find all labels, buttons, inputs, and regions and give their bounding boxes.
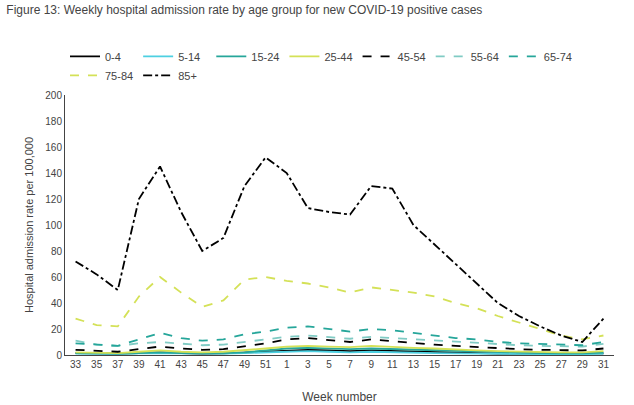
svg-text:15: 15	[429, 359, 441, 370]
svg-text:9: 9	[368, 359, 374, 370]
svg-text:33: 33	[70, 359, 82, 370]
svg-text:15-24: 15-24	[251, 51, 279, 63]
svg-text:65-74: 65-74	[544, 51, 572, 63]
svg-text:19: 19	[471, 359, 483, 370]
svg-text:200: 200	[45, 90, 62, 101]
svg-text:25: 25	[535, 359, 547, 370]
svg-text:21: 21	[492, 359, 504, 370]
svg-text:180: 180	[45, 116, 62, 127]
svg-text:35: 35	[91, 359, 103, 370]
svg-text:75-84: 75-84	[105, 70, 133, 82]
svg-text:Week number: Week number	[302, 390, 376, 404]
svg-text:29: 29	[577, 359, 589, 370]
svg-text:43: 43	[176, 359, 188, 370]
svg-text:55-64: 55-64	[471, 51, 499, 63]
svg-text:1: 1	[284, 359, 290, 370]
svg-text:120: 120	[45, 194, 62, 205]
svg-text:80: 80	[51, 246, 63, 257]
svg-text:45-54: 45-54	[398, 51, 426, 63]
svg-text:45: 45	[197, 359, 209, 370]
svg-text:41: 41	[154, 359, 166, 370]
svg-text:7: 7	[347, 359, 353, 370]
svg-text:3: 3	[305, 359, 311, 370]
svg-text:0-4: 0-4	[105, 51, 121, 63]
svg-text:11: 11	[387, 359, 398, 370]
svg-text:49: 49	[239, 359, 251, 370]
svg-text:140: 140	[45, 168, 62, 179]
svg-text:20: 20	[51, 324, 63, 335]
svg-text:37: 37	[112, 359, 124, 370]
svg-text:40: 40	[51, 298, 63, 309]
svg-text:5-14: 5-14	[178, 51, 200, 63]
svg-text:17: 17	[450, 359, 462, 370]
svg-text:160: 160	[45, 142, 62, 153]
svg-text:27: 27	[556, 359, 568, 370]
svg-text:23: 23	[513, 359, 525, 370]
svg-text:0: 0	[56, 350, 62, 361]
svg-text:85+: 85+	[178, 70, 197, 82]
svg-text:31: 31	[598, 359, 610, 370]
svg-text:5: 5	[326, 359, 332, 370]
svg-text:51: 51	[260, 359, 272, 370]
svg-text:25-44: 25-44	[324, 51, 352, 63]
svg-text:39: 39	[133, 359, 145, 370]
svg-text:13: 13	[408, 359, 420, 370]
svg-text:Hospital admission rate per 10: Hospital admission rate per 100,000	[23, 137, 35, 313]
svg-text:47: 47	[218, 359, 230, 370]
svg-text:100: 100	[45, 220, 62, 231]
svg-text:60: 60	[51, 272, 63, 283]
svg-text:Figure 13: Weekly hospital adm: Figure 13: Weekly hospital admission rat…	[6, 3, 482, 17]
